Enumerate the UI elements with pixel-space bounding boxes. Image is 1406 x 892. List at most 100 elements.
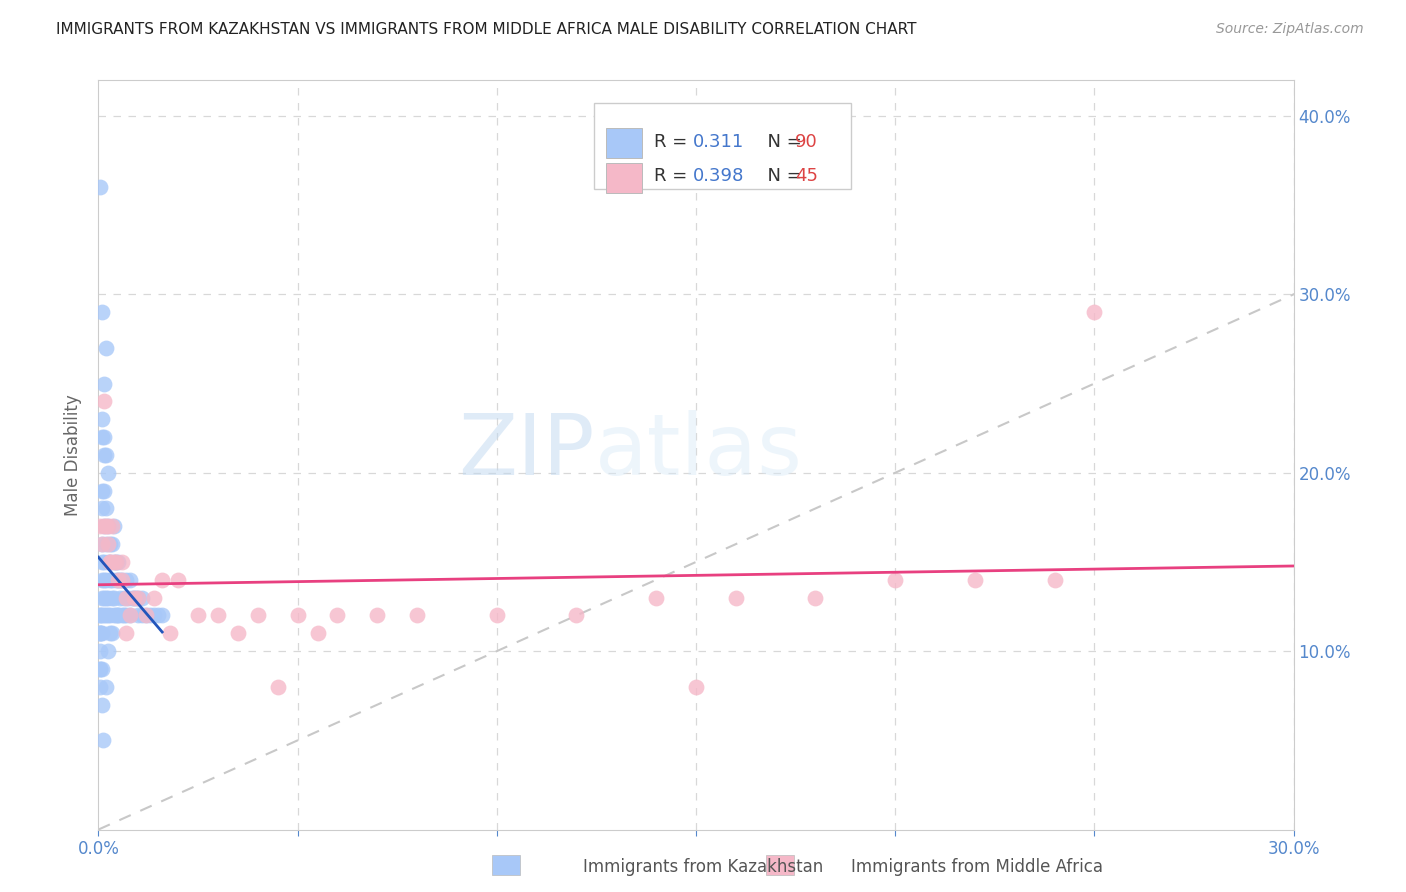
Point bbox=[93, 519, 115, 533]
Point bbox=[159, 626, 181, 640]
Point bbox=[98, 537, 122, 551]
Point bbox=[115, 591, 138, 605]
Point bbox=[963, 573, 986, 587]
Point bbox=[91, 733, 114, 747]
Point bbox=[724, 591, 747, 605]
Point bbox=[90, 698, 112, 712]
Text: 0.311: 0.311 bbox=[692, 133, 744, 151]
Point bbox=[103, 608, 125, 623]
Point bbox=[97, 519, 120, 533]
Point bbox=[105, 555, 128, 569]
Point bbox=[93, 394, 115, 409]
Point bbox=[89, 626, 111, 640]
Point bbox=[150, 573, 173, 587]
Point bbox=[89, 626, 111, 640]
Point bbox=[110, 591, 132, 605]
Point bbox=[96, 519, 118, 533]
Point bbox=[91, 305, 114, 319]
Point bbox=[107, 573, 129, 587]
Point bbox=[91, 608, 114, 623]
Point bbox=[97, 555, 120, 569]
Point bbox=[124, 591, 146, 605]
FancyBboxPatch shape bbox=[606, 128, 643, 158]
Point bbox=[101, 591, 124, 605]
Point bbox=[120, 608, 142, 623]
Text: Immigrants from Kazakhstan: Immigrants from Kazakhstan bbox=[583, 858, 823, 876]
Point bbox=[101, 537, 124, 551]
Point bbox=[96, 573, 118, 587]
Point bbox=[98, 555, 122, 569]
Point bbox=[93, 376, 115, 391]
Point bbox=[97, 608, 120, 623]
Point bbox=[112, 591, 135, 605]
Point bbox=[96, 591, 118, 605]
Point bbox=[1043, 573, 1066, 587]
Text: 90: 90 bbox=[796, 133, 818, 151]
Point bbox=[267, 680, 290, 694]
Bar bbox=[766, 855, 794, 875]
Point bbox=[89, 680, 111, 694]
Point bbox=[115, 626, 138, 640]
Point bbox=[115, 573, 138, 587]
Point bbox=[98, 573, 122, 587]
Point bbox=[120, 608, 142, 623]
Point bbox=[565, 608, 588, 623]
Point bbox=[91, 555, 114, 569]
Point bbox=[143, 591, 166, 605]
Point bbox=[97, 644, 120, 658]
Point bbox=[91, 537, 114, 551]
Point bbox=[93, 573, 115, 587]
Point bbox=[93, 519, 115, 533]
Text: atlas: atlas bbox=[595, 409, 803, 492]
Point bbox=[127, 591, 149, 605]
Point bbox=[107, 608, 129, 623]
Point bbox=[105, 573, 128, 587]
Point bbox=[287, 608, 309, 623]
Point bbox=[125, 591, 148, 605]
Point bbox=[89, 626, 111, 640]
Point bbox=[91, 483, 114, 498]
Point bbox=[93, 430, 115, 444]
Point bbox=[326, 608, 349, 623]
Point bbox=[91, 430, 114, 444]
Point bbox=[97, 591, 120, 605]
Point bbox=[96, 680, 118, 694]
Point bbox=[143, 608, 166, 623]
Point bbox=[1083, 305, 1105, 319]
Text: R =: R = bbox=[654, 167, 693, 186]
Bar bbox=[492, 855, 520, 875]
Point bbox=[124, 591, 146, 605]
Point bbox=[107, 608, 129, 623]
Point bbox=[89, 644, 111, 658]
Point bbox=[91, 662, 114, 676]
Point bbox=[127, 608, 149, 623]
Point bbox=[89, 519, 111, 533]
Point bbox=[93, 591, 115, 605]
Point bbox=[187, 608, 209, 623]
Text: Source: ZipAtlas.com: Source: ZipAtlas.com bbox=[1216, 22, 1364, 37]
Text: ZIP: ZIP bbox=[458, 409, 595, 492]
Point bbox=[139, 608, 162, 623]
Point bbox=[804, 591, 827, 605]
Point bbox=[91, 501, 114, 516]
Point bbox=[97, 537, 120, 551]
Point bbox=[89, 608, 111, 623]
Point bbox=[101, 519, 124, 533]
Point bbox=[96, 537, 118, 551]
Point bbox=[148, 608, 170, 623]
Text: 45: 45 bbox=[796, 167, 818, 186]
Point bbox=[93, 483, 115, 498]
Point bbox=[645, 591, 668, 605]
Point bbox=[91, 537, 114, 551]
Point bbox=[91, 626, 114, 640]
Point bbox=[111, 573, 134, 587]
Point bbox=[96, 341, 118, 355]
Point bbox=[112, 608, 135, 623]
Point bbox=[246, 608, 269, 623]
Point bbox=[89, 180, 111, 194]
Point bbox=[93, 448, 115, 462]
Point bbox=[685, 680, 707, 694]
Point bbox=[366, 608, 388, 623]
Point bbox=[107, 555, 129, 569]
Text: IMMIGRANTS FROM KAZAKHSTAN VS IMMIGRANTS FROM MIDDLE AFRICA MALE DISABILITY CORR: IMMIGRANTS FROM KAZAKHSTAN VS IMMIGRANTS… bbox=[56, 22, 917, 37]
